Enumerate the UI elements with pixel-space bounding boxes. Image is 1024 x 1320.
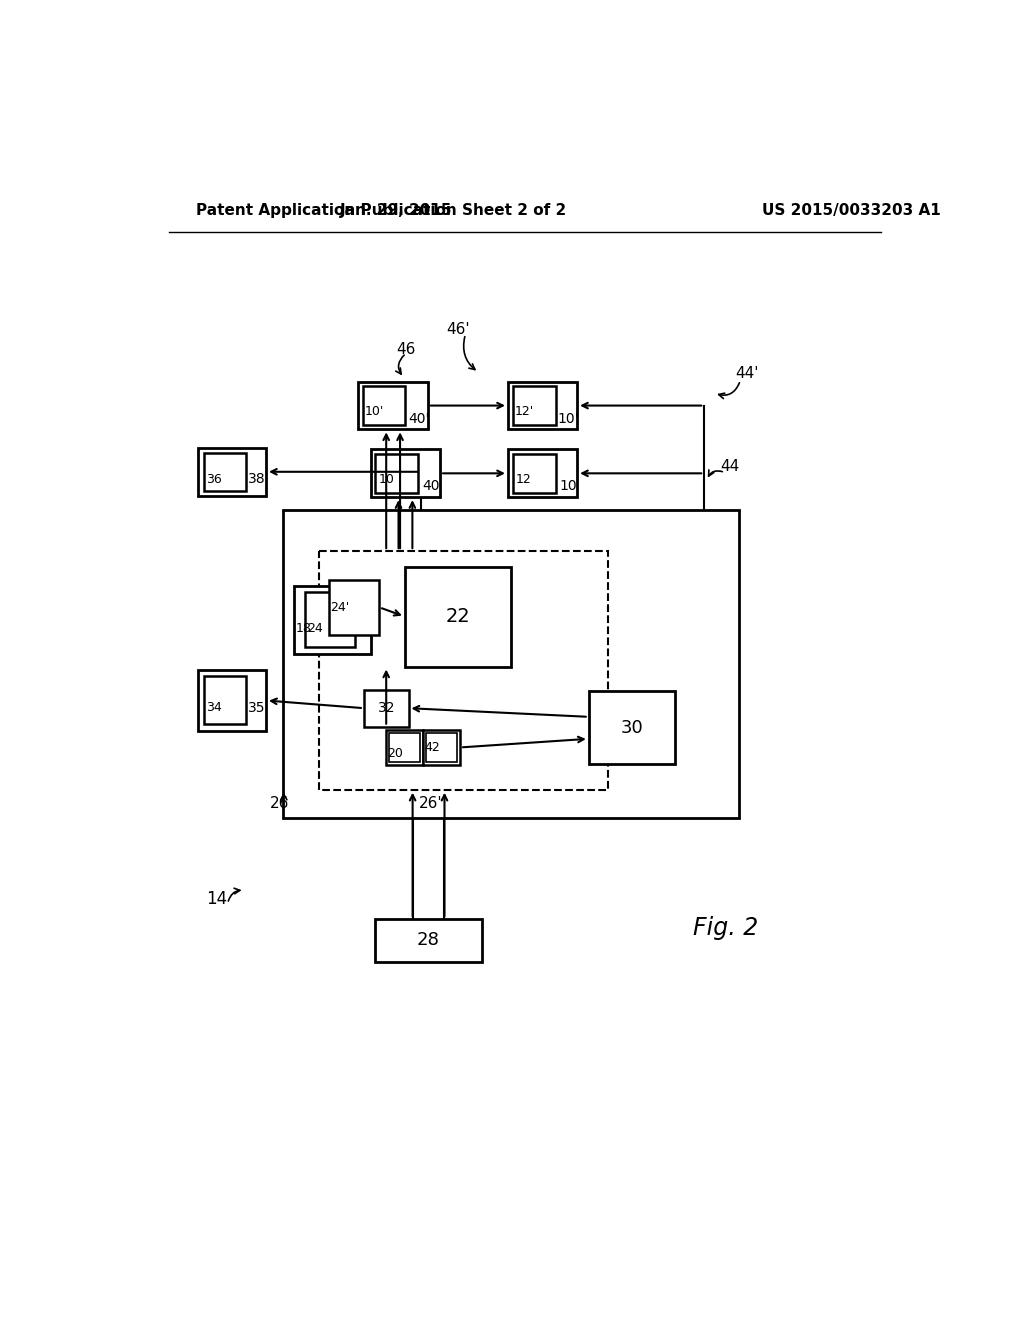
FancyBboxPatch shape [513,454,556,492]
Text: 24': 24' [331,601,349,614]
Text: 46: 46 [396,342,416,356]
Text: 40': 40' [408,412,429,425]
FancyBboxPatch shape [508,449,578,498]
FancyBboxPatch shape [199,671,266,730]
FancyBboxPatch shape [358,381,428,429]
Text: 26': 26' [419,796,442,812]
Text: 35: 35 [248,701,265,715]
Text: 44: 44 [720,459,739,474]
Text: 30: 30 [621,719,643,737]
Text: US 2015/0033203 A1: US 2015/0033203 A1 [762,203,941,218]
Text: 22: 22 [445,607,470,626]
Text: 44': 44' [735,367,759,381]
Text: 40: 40 [422,479,439,494]
FancyBboxPatch shape [389,733,420,762]
FancyBboxPatch shape [508,381,578,429]
FancyBboxPatch shape [513,387,556,425]
Text: 10': 10' [557,412,579,425]
FancyBboxPatch shape [330,579,379,635]
Text: Patent Application Publication: Patent Application Publication [196,203,457,218]
Text: 12: 12 [516,473,531,486]
FancyBboxPatch shape [426,733,457,762]
FancyBboxPatch shape [371,449,440,498]
Text: Jan. 29, 2015  Sheet 2 of 2: Jan. 29, 2015 Sheet 2 of 2 [340,203,567,218]
Text: 10: 10 [559,479,577,494]
FancyBboxPatch shape [376,454,418,492]
FancyBboxPatch shape [589,692,675,764]
FancyBboxPatch shape [305,591,355,647]
Text: 18: 18 [296,622,311,635]
Text: 28: 28 [417,932,440,949]
Text: 38: 38 [248,473,265,487]
FancyBboxPatch shape [423,730,460,766]
FancyBboxPatch shape [364,387,406,425]
Text: 24: 24 [307,622,324,635]
FancyBboxPatch shape [319,552,608,789]
FancyBboxPatch shape [376,919,481,961]
Text: 14: 14 [206,890,227,908]
FancyBboxPatch shape [386,730,423,766]
FancyBboxPatch shape [364,689,409,726]
Text: 10': 10' [365,405,384,418]
Text: 36: 36 [206,473,221,486]
Text: 32: 32 [378,701,395,715]
FancyBboxPatch shape [199,447,266,496]
Text: 42: 42 [425,741,440,754]
FancyBboxPatch shape [404,566,511,667]
FancyBboxPatch shape [283,510,739,817]
Text: 34: 34 [206,701,221,714]
Text: 10: 10 [378,473,394,486]
FancyBboxPatch shape [204,453,246,491]
Text: 26: 26 [269,796,289,812]
Text: 12': 12' [514,405,534,418]
Text: Fig. 2: Fig. 2 [692,916,758,940]
FancyBboxPatch shape [204,676,246,725]
Text: 46': 46' [446,322,470,337]
FancyBboxPatch shape [294,586,371,653]
Text: 20: 20 [387,747,403,760]
